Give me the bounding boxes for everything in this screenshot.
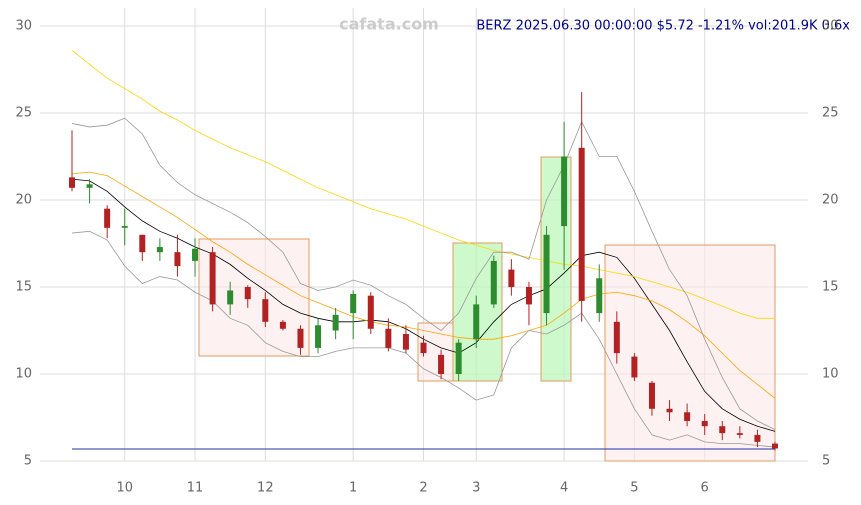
candle-body (402, 333, 409, 350)
candle-body (684, 412, 691, 421)
indicator-line (71, 50, 775, 319)
candle-body (315, 325, 322, 348)
candle-body (350, 293, 357, 314)
zone-box (198, 238, 310, 357)
candle-body (297, 328, 304, 348)
candle-body (227, 290, 234, 305)
x-tick-label: 2 (419, 481, 427, 496)
y-tick-label-right: 25 (822, 106, 839, 121)
x-tick-label: 1 (349, 481, 357, 496)
candle-body (613, 321, 620, 354)
candle-body (367, 295, 374, 329)
candle-body (438, 354, 445, 374)
candle-body (596, 278, 603, 314)
candle-body (648, 382, 655, 409)
candle-body (736, 433, 743, 435)
y-tick-label: 15 (15, 280, 32, 295)
candle-body (631, 356, 638, 378)
candle-body (121, 226, 128, 228)
candle-body (490, 260, 497, 305)
y-tick-label: 20 (15, 193, 32, 208)
y-tick-label-right: 15 (822, 280, 839, 295)
y-tick-label: 5 (24, 454, 32, 469)
chart-title: BERZ 2025.06.30 00:00:00 $5.72 -1.21% vo… (476, 19, 850, 34)
candle-body (543, 234, 550, 314)
indicator-line (71, 171, 776, 399)
candle-body (561, 156, 568, 227)
candle-body (104, 208, 111, 228)
indicator-line (71, 117, 776, 431)
x-tick-label: 3 (472, 481, 480, 496)
candle-body (332, 314, 339, 331)
candle-body (86, 184, 93, 188)
y-tick-label-right: 20 (822, 193, 839, 208)
candle-body (192, 248, 199, 261)
candle-body (279, 321, 286, 329)
x-tick-label: 10 (116, 481, 133, 496)
candle-body (754, 434, 761, 442)
candle-body (701, 420, 708, 427)
candle-body (666, 408, 673, 413)
candle-body (262, 299, 269, 322)
candle-body (525, 287, 532, 305)
candle-body (139, 234, 146, 253)
candle-body (174, 252, 181, 267)
candle-body (455, 342, 462, 374)
x-tick-label: 11 (187, 481, 204, 496)
x-tick-label: 12 (257, 481, 274, 496)
y-tick-label: 10 (15, 367, 32, 382)
x-tick-label: 4 (560, 481, 568, 496)
candle-body (578, 147, 585, 301)
candle-body (156, 246, 163, 253)
y-tick-label: 30 (15, 19, 32, 34)
zone-box (604, 244, 776, 462)
candle-body (420, 342, 427, 354)
candle-body (209, 252, 216, 305)
y-tick-label-right: 30 (822, 19, 839, 34)
candle-body (719, 426, 726, 434)
y-tick-label-right: 10 (822, 367, 839, 382)
x-tick-label: 6 (701, 481, 709, 496)
candle-body (69, 177, 75, 188)
x-tick-label: 5 (630, 481, 638, 496)
candle-body (508, 269, 515, 287)
watermark: cafata.com (339, 15, 439, 34)
y-tick-label: 25 (15, 106, 32, 121)
y-tick-label-right: 5 (822, 454, 830, 469)
candle-body (385, 328, 392, 348)
candle-body (772, 443, 778, 449)
candle-body (244, 287, 251, 300)
indicator-line (71, 230, 776, 448)
candle-body (473, 304, 480, 340)
